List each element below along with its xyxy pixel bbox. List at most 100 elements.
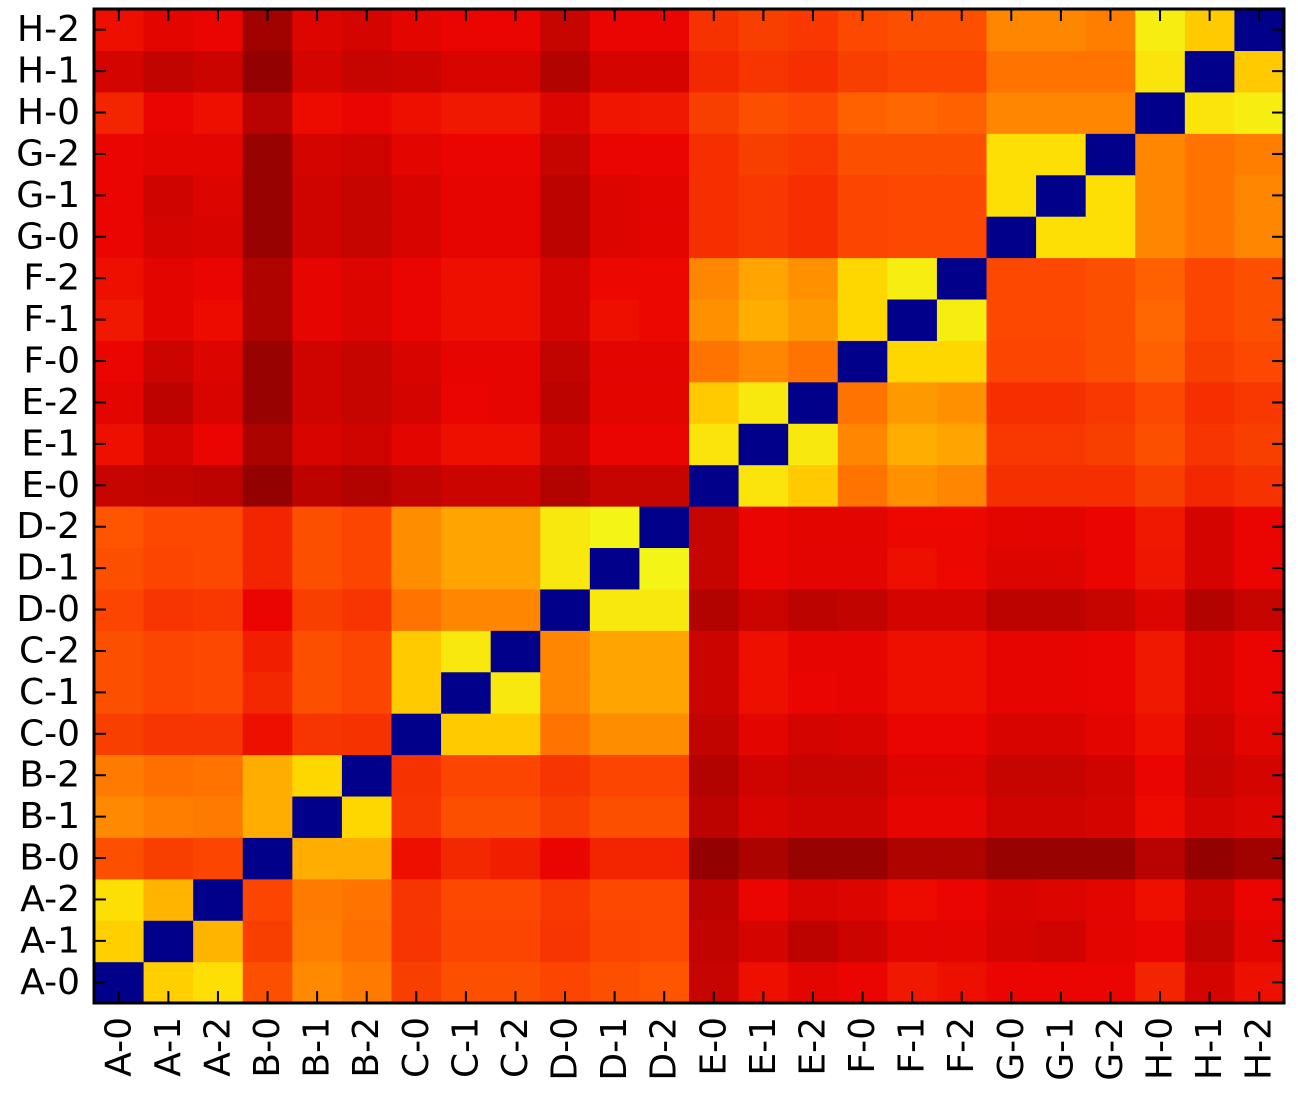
heatmap-cell (639, 506, 690, 549)
heatmap-cell (1036, 671, 1087, 714)
heatmap-cell (1036, 754, 1087, 797)
heatmap-cell (391, 50, 442, 93)
heatmap-cell (788, 713, 839, 756)
heatmap-cell (292, 257, 343, 300)
heatmap-cell (193, 298, 244, 341)
heatmap-cell (143, 878, 194, 921)
heatmap-cell (242, 588, 293, 631)
x-tick-label: D-2 (644, 1017, 685, 1081)
heatmap-cell (441, 423, 492, 466)
heatmap-cell (391, 423, 442, 466)
heatmap-cell (837, 837, 888, 880)
heatmap-cell (490, 174, 541, 217)
heatmap-cell (242, 506, 293, 549)
heatmap-cell (193, 630, 244, 673)
heatmap-cell (589, 133, 641, 176)
heatmap-cell (1135, 588, 1186, 631)
heatmap-cell (242, 216, 293, 259)
heatmap-cell (788, 423, 839, 466)
heatmap-cell (788, 795, 839, 838)
heatmap-cell (441, 133, 492, 176)
heatmap-cell (1036, 588, 1087, 631)
heatmap-cell (242, 920, 293, 963)
heatmap-cell (341, 795, 393, 838)
heatmap-cell (788, 133, 839, 176)
heatmap-cell (292, 133, 343, 176)
heatmap-cell (788, 464, 839, 507)
heatmap-cell (193, 257, 244, 300)
heatmap-cell (837, 878, 888, 921)
heatmap-cell (639, 216, 690, 259)
heatmap-cell (689, 837, 740, 880)
heatmap-cell (887, 50, 938, 93)
y-tick-label: C-2 (19, 630, 80, 671)
heatmap-cell (540, 547, 591, 590)
heatmap-cell (1184, 91, 1236, 134)
heatmap-cell (1184, 795, 1236, 838)
heatmap-cell (1085, 216, 1136, 259)
heatmap-cell (837, 133, 888, 176)
heatmap-cell (292, 174, 343, 217)
heatmap-cell (936, 298, 988, 341)
y-tick-label: G-0 (16, 216, 80, 257)
heatmap-cell (986, 506, 1037, 549)
heatmap-cell (242, 464, 293, 507)
heatmap-cell (936, 754, 988, 797)
heatmap-cell (589, 381, 641, 424)
heatmap-cell (193, 837, 244, 880)
heatmap-cell (738, 588, 789, 631)
heatmap-cell (738, 837, 789, 880)
heatmap-cell (540, 298, 591, 341)
heatmap-cell (887, 878, 938, 921)
heatmap-cell (788, 340, 839, 383)
heatmap-cell (689, 423, 740, 466)
heatmap-cell (1036, 464, 1087, 507)
heatmap-cell (143, 91, 194, 134)
x-tick-label: C-0 (396, 1017, 437, 1078)
heatmap-cell (689, 464, 740, 507)
heatmap-cell (1085, 547, 1136, 590)
heatmap-cell (441, 754, 492, 797)
heatmap-cell (986, 837, 1037, 880)
heatmap-cell (986, 920, 1037, 963)
y-tick-label: A-0 (20, 962, 80, 1003)
heatmap-cell (242, 91, 293, 134)
heatmap-cell (738, 464, 789, 507)
heatmap-cell (837, 920, 888, 963)
heatmap-cell (490, 216, 541, 259)
heatmap-cell (986, 671, 1037, 714)
heatmap-cell (1085, 671, 1136, 714)
heatmap-cell (689, 630, 740, 673)
heatmap-cell (193, 340, 244, 383)
x-tick-label: G-2 (1090, 1017, 1131, 1081)
heatmap-cell (738, 174, 789, 217)
heatmap-cell (639, 381, 690, 424)
x-tick-label: F-0 (842, 1017, 883, 1074)
heatmap-cell (341, 671, 393, 714)
heatmap-cell (639, 423, 690, 466)
heatmap-cell (292, 91, 343, 134)
heatmap-cell (837, 257, 888, 300)
heatmap-cell (986, 588, 1037, 631)
y-tick-label: B-1 (19, 796, 80, 837)
heatmap-cell (1184, 340, 1236, 383)
heatmap-cell (143, 547, 194, 590)
heatmap-cell (589, 754, 641, 797)
heatmap-cell (887, 298, 938, 341)
heatmap-cell (540, 340, 591, 383)
x-tick-label: E-2 (792, 1017, 833, 1076)
y-axis-tick-labels: A-0A-1A-2B-0B-1B-2C-0C-1C-2D-0D-1D-2E-0E… (16, 9, 80, 1003)
heatmap-cell (1184, 713, 1236, 756)
heatmap-cell (1036, 216, 1087, 259)
heatmap-cell (788, 174, 839, 217)
heatmap-cell (143, 423, 194, 466)
heatmap-cell (936, 464, 988, 507)
heatmap-cell (986, 257, 1037, 300)
heatmap-cell (589, 920, 641, 963)
heatmap-cell (540, 754, 591, 797)
heatmap-cell (292, 50, 343, 93)
heatmap-cell (540, 50, 591, 93)
heatmap-cell (292, 381, 343, 424)
y-tick-label: H-2 (17, 9, 80, 50)
heatmap-cell (589, 713, 641, 756)
